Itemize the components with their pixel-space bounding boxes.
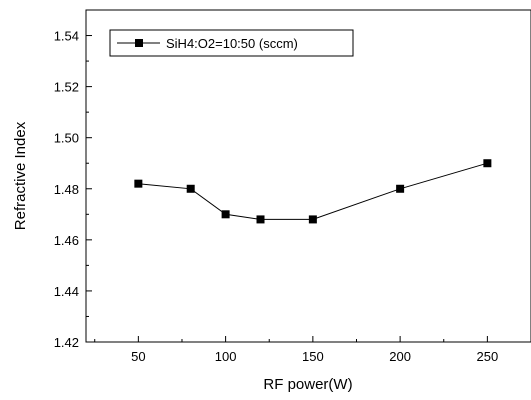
x-tick-label: 200 <box>389 349 411 364</box>
y-tick-label: 1.52 <box>54 80 79 95</box>
x-axis-ticks: 50 100 150 200 250 <box>94 336 531 364</box>
plot-frame <box>85 9 531 343</box>
data-point-marker <box>221 210 230 219</box>
y-tick-label: 1.48 <box>54 182 79 197</box>
x-tick-label: 250 <box>477 349 499 364</box>
y-axis-title: Refractive Index <box>12 121 29 230</box>
x-axis-title: RF power(W) <box>263 376 352 393</box>
y-tick-label: 1.42 <box>54 335 79 350</box>
y-tick-label: 1.50 <box>54 131 79 146</box>
y-tick-label: 1.46 <box>54 233 79 248</box>
legend: SiH4:O2=10:50 (sccm) <box>109 29 354 57</box>
data-point-marker <box>256 215 265 224</box>
y-tick-label: 1.54 <box>54 29 79 44</box>
x-tick-label: 150 <box>302 349 324 364</box>
y-axis-ticks: 1.42 1.44 1.46 1.48 1.50 1.52 1.54 <box>54 29 92 350</box>
x-tick-label: 50 <box>131 349 145 364</box>
data-point-marker <box>186 184 195 193</box>
series-layer <box>134 159 492 224</box>
y-tick-label: 1.44 <box>54 284 79 299</box>
legend-marker-square <box>135 39 143 47</box>
data-point-marker <box>134 179 143 188</box>
legend-entry-label: SiH4:O2=10:50 (sccm) <box>166 36 298 51</box>
data-point-marker <box>483 159 492 168</box>
data-point-marker <box>308 215 317 224</box>
x-tick-label: 100 <box>215 349 237 364</box>
data-point-marker <box>396 184 405 193</box>
